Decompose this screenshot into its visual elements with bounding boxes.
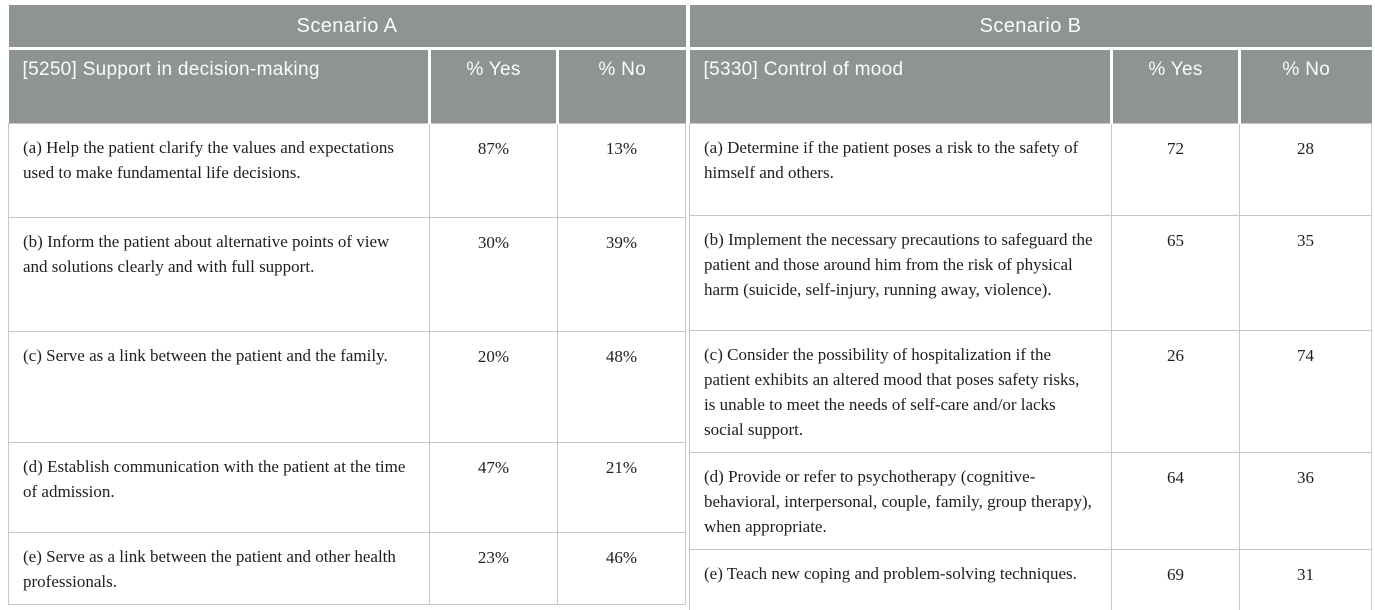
yes-value: 26 xyxy=(1111,330,1240,453)
yes-value: 69 xyxy=(1111,549,1240,610)
table-row-a: (a) Help the patient clarify the values … xyxy=(8,123,686,218)
intervention-label: (c) Consider the possibility of hospital… xyxy=(689,330,1112,453)
no-value: 48% xyxy=(557,331,686,443)
scenario-a-title: Scenario A xyxy=(8,5,686,50)
scenario-b-yes-column-header: % Yes xyxy=(1110,48,1240,124)
yes-value: 30% xyxy=(429,217,558,332)
yes-value: 47% xyxy=(429,442,558,533)
intervention-label: (d) Establish communication with the pat… xyxy=(8,442,430,533)
yes-value: 87% xyxy=(429,123,558,218)
intervention-label: (a) Help the patient clarify the values … xyxy=(8,123,430,218)
scenario-b-no-column-header: % No xyxy=(1237,48,1372,124)
intervention-label: (c) Serve as a link between the patient … xyxy=(8,331,430,443)
scenario-a-yes-column-header: % Yes xyxy=(428,48,558,124)
scenario-a-subheader-row: [5250] Support in decision-making % Yes … xyxy=(8,48,686,124)
yes-value: 64 xyxy=(1111,452,1240,550)
yes-value: 23% xyxy=(429,532,558,605)
yes-value: 65 xyxy=(1111,215,1240,331)
scenario-b-header-row: Scenario B xyxy=(689,5,1372,50)
table-row-c: (c) Serve as a link between the patient … xyxy=(8,331,686,443)
yes-value: 72 xyxy=(1111,123,1240,216)
scenario-b-domain-header: [5330] Control of mood xyxy=(689,48,1112,124)
table-row-d: (d) Establish communication with the pat… xyxy=(8,442,686,533)
no-value: 28 xyxy=(1238,123,1373,216)
table-row-c: (c) Consider the possibility of hospital… xyxy=(689,330,1373,453)
intervention-label: (a) Determine if the patient poses a ris… xyxy=(689,123,1112,216)
no-value: 46% xyxy=(557,532,686,605)
yes-value: 20% xyxy=(429,331,558,443)
no-value: 35 xyxy=(1238,215,1373,331)
intervention-label: (e) Teach new coping and problem-solving… xyxy=(689,549,1112,610)
no-value: 31 xyxy=(1238,549,1373,610)
no-value: 13% xyxy=(557,123,686,218)
table-row-b: (b) Implement the necessary precautions … xyxy=(689,215,1373,331)
table-row-e: (e) Serve as a link between the patient … xyxy=(8,532,686,605)
table-row-d: (d) Provide or refer to psychotherapy (c… xyxy=(689,452,1373,550)
no-value: 39% xyxy=(557,217,686,332)
scenario-b-table: Scenario B [5330] Control of mood % Yes … xyxy=(689,5,1373,610)
table-row-b: (b) Inform the patient about alternative… xyxy=(8,217,686,332)
scenario-a-table: Scenario A [5250] Support in decision-ma… xyxy=(8,5,686,605)
no-value: 36 xyxy=(1238,452,1373,550)
intervention-label: (b) Implement the necessary precautions … xyxy=(689,215,1112,331)
no-value: 21% xyxy=(557,442,686,533)
intervention-label: (b) Inform the patient about alternative… xyxy=(8,217,430,332)
tables-wrap: Scenario A [5250] Support in decision-ma… xyxy=(8,5,1373,610)
table-row-e: (e) Teach new coping and problem-solving… xyxy=(689,549,1373,610)
scenario-a-header-row: Scenario A xyxy=(8,5,686,50)
no-value: 74 xyxy=(1238,330,1373,453)
scenario-a-no-column-header: % No xyxy=(556,48,686,124)
scenario-a-domain-header: [5250] Support in decision-making xyxy=(8,48,430,124)
scenario-b-title: Scenario B xyxy=(689,5,1372,50)
scenario-b-subheader-row: [5330] Control of mood % Yes % No xyxy=(689,48,1372,124)
intervention-label: (d) Provide or refer to psychotherapy (c… xyxy=(689,452,1112,550)
intervention-label: (e) Serve as a link between the patient … xyxy=(8,532,430,605)
table-row-a: (a) Determine if the patient poses a ris… xyxy=(689,123,1373,216)
